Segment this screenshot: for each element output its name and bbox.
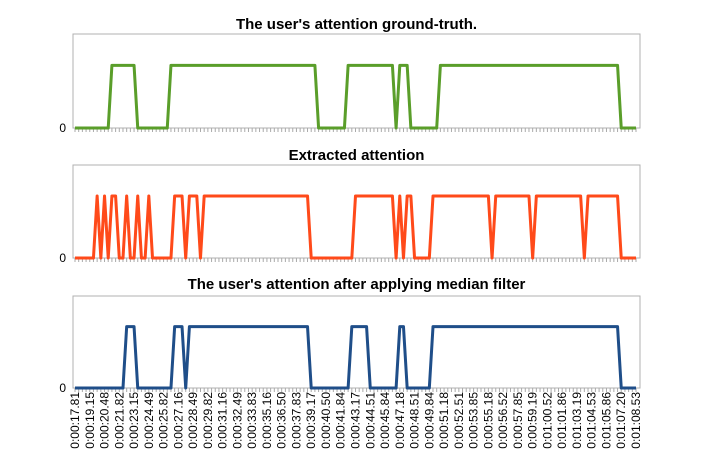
x-tick-label: 0:00:51.18 <box>437 392 451 449</box>
plot-frame <box>72 295 641 389</box>
series-line <box>75 325 636 390</box>
x-tick-label: 0:01:05.86 <box>599 392 613 449</box>
x-tick-label: 0:00:48.51 <box>408 392 422 449</box>
x-tick-label: 0:00:40.50 <box>319 392 333 449</box>
series-line <box>75 63 636 130</box>
x-tick-label: 0:00:49.84 <box>422 392 436 449</box>
x-tick-label: 0:01:00.52 <box>540 392 554 449</box>
x-tick-label: 0:00:24.49 <box>142 392 156 449</box>
x-tick-label: 0:00:37.83 <box>289 392 303 449</box>
chart-title: The user's attention after applying medi… <box>188 276 526 293</box>
x-tick-label: 0:00:21.82 <box>112 392 126 449</box>
x-tick-label: 0:00:39.17 <box>304 392 318 449</box>
x-tick-label: 0:01:04.53 <box>585 392 599 449</box>
x-tick-label: 0:00:47.18 <box>393 392 407 449</box>
x-tick-label: 0:00:52.51 <box>452 392 466 449</box>
x-tick-label: 0:00:36.50 <box>275 392 289 449</box>
x-tick-label: 0:00:57.85 <box>511 392 525 449</box>
x-tick-label: 0:00:56.52 <box>496 392 510 449</box>
y-tick-label: 0 <box>59 121 66 135</box>
x-tick-label: 0:01:07.20 <box>614 392 628 449</box>
x-tick-label: 0:00:29.82 <box>201 392 215 449</box>
x-tick-label: 0:00:35.16 <box>260 392 274 449</box>
chart-title: Extracted attention <box>289 147 425 164</box>
x-tick-label: 0:00:59.19 <box>526 392 540 449</box>
x-tick-label: 0:00:27.16 <box>171 392 185 449</box>
series-line <box>75 194 636 260</box>
x-tick-label: 0:00:23.15 <box>127 392 141 449</box>
chart-title: The user's attention ground-truth. <box>236 16 477 33</box>
x-tick-label: 0:00:20.48 <box>98 392 112 449</box>
plot-frame <box>72 164 641 259</box>
x-tick-label: 0:01:01.86 <box>555 392 569 449</box>
x-tick-label: 0:00:41.84 <box>334 392 348 449</box>
x-tick-label: 0:00:44.51 <box>363 392 377 449</box>
x-tick-label: 0:00:19.15 <box>83 392 97 449</box>
x-tick-label: 0:01:03.19 <box>570 392 584 449</box>
x-tick-label: 0:00:31.16 <box>216 392 230 449</box>
x-tick-label: 0:00:53.85 <box>467 392 481 449</box>
x-tick-label: 0:00:28.49 <box>186 392 200 449</box>
x-tick-label: 0:00:25.82 <box>157 392 171 449</box>
x-tick-label: 0:01:08.53 <box>629 392 643 449</box>
y-tick-label: 0 <box>59 251 66 265</box>
plot-frame <box>72 33 641 129</box>
y-tick-label: 0 <box>59 381 66 395</box>
x-tick-label: 0:00:55.18 <box>481 392 495 449</box>
x-tick-label: 0:00:43.17 <box>349 392 363 449</box>
x-tick-label: 0:00:17.81 <box>68 392 82 449</box>
x-tick-label: 0:00:45.84 <box>378 392 392 449</box>
x-tick-label: 0:00:33.83 <box>245 392 259 449</box>
x-tick-label: 0:00:32.49 <box>230 392 244 449</box>
